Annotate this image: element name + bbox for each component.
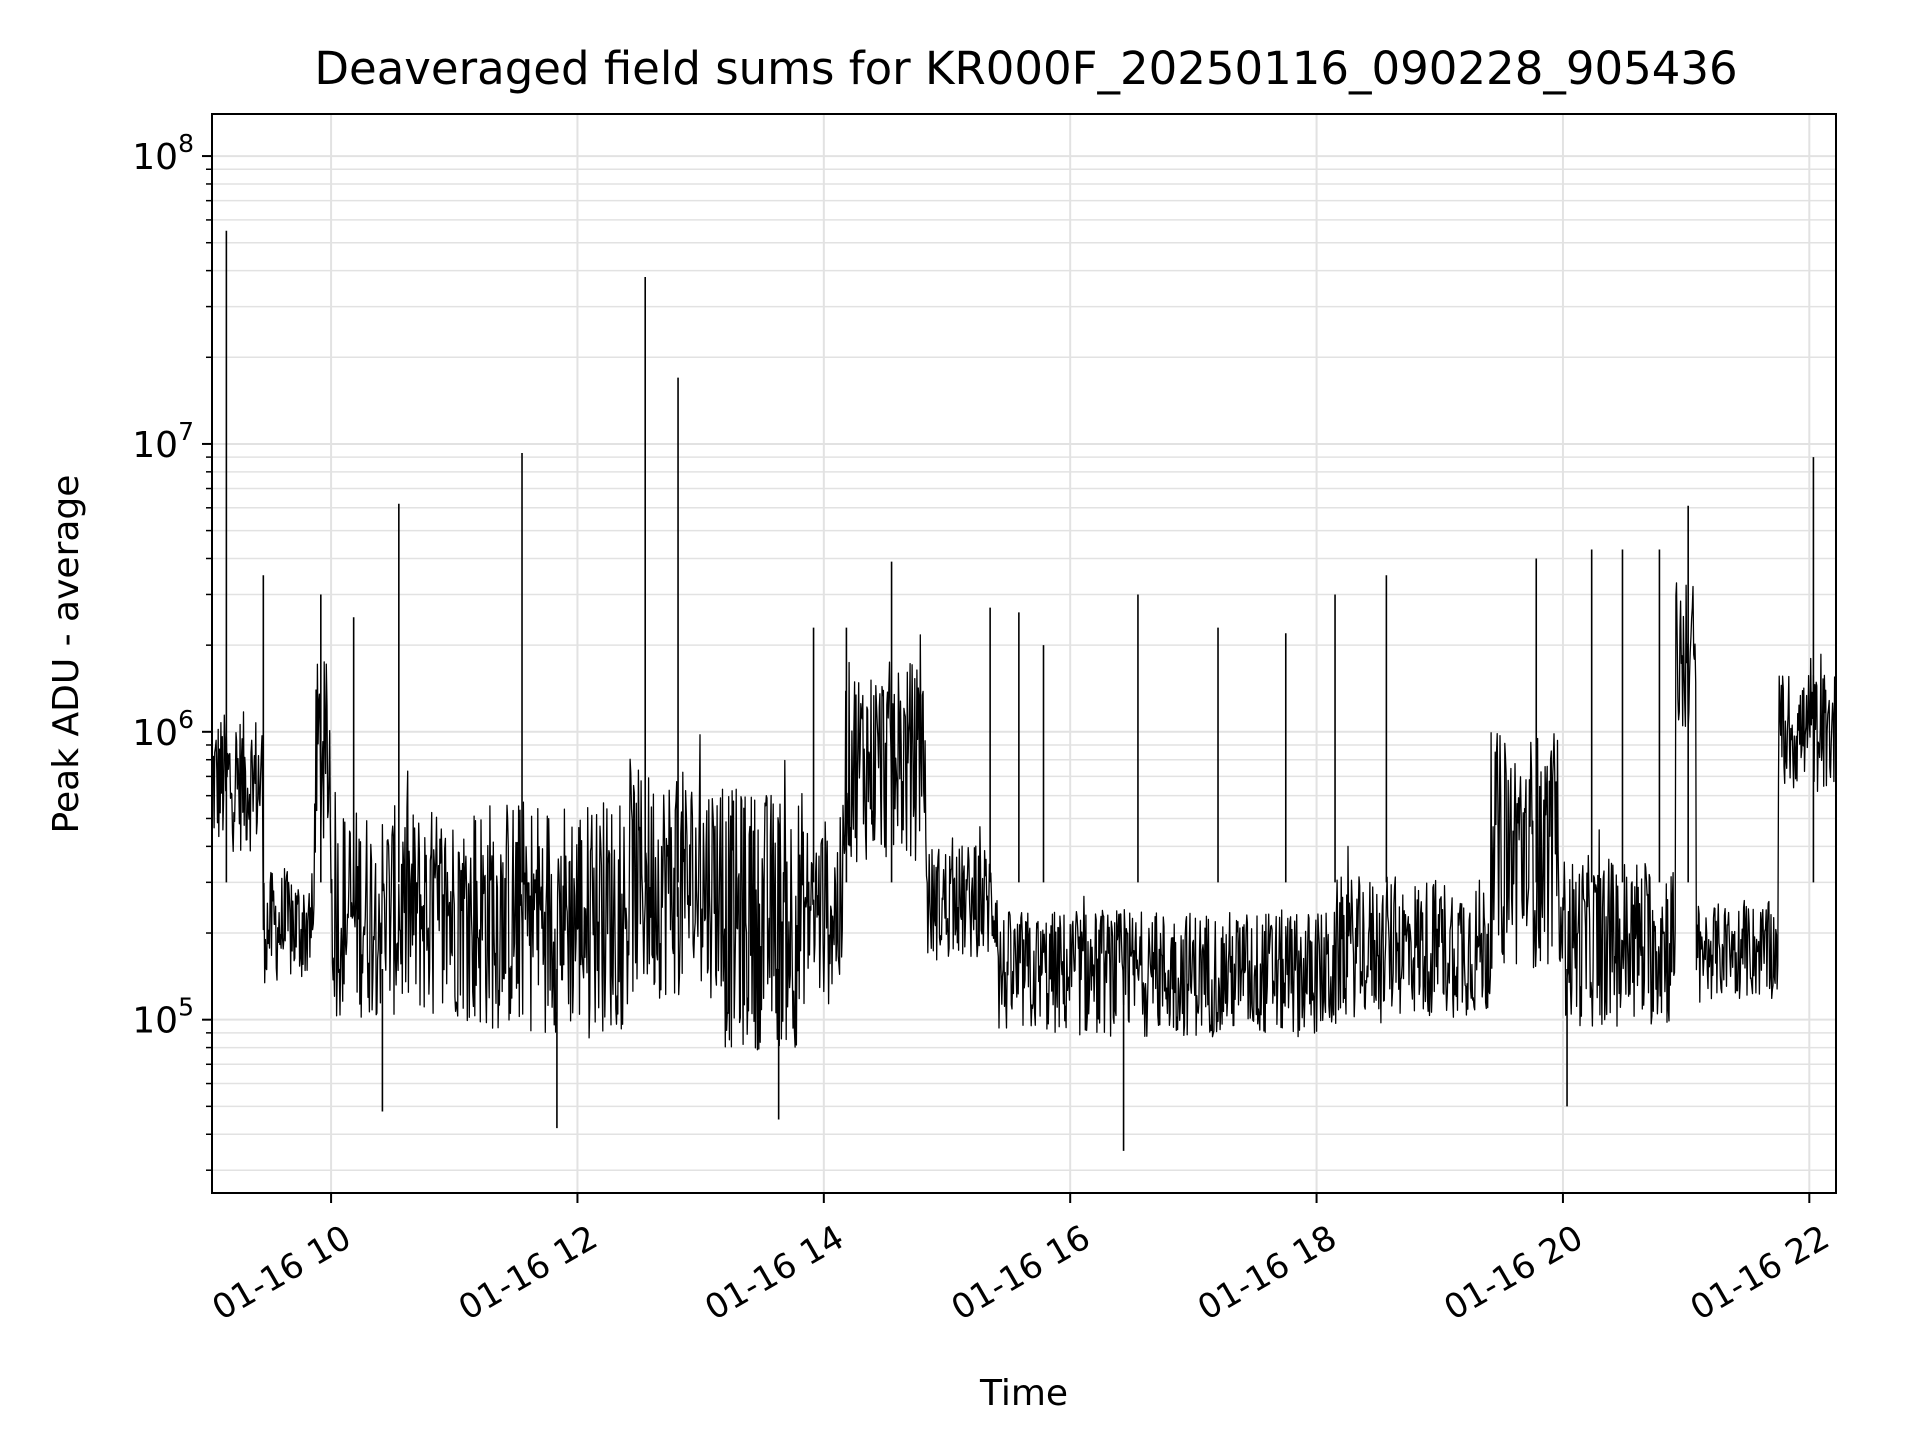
- x-axis-label: Time: [979, 1373, 1068, 1414]
- y-tick-label: 105: [132, 993, 194, 1042]
- plot-area: [211, 113, 1837, 1194]
- dips: [381, 968, 1568, 1151]
- grid: [212, 114, 1836, 1193]
- y-tick-label: 106: [132, 705, 194, 754]
- plot-frame: [211, 113, 1837, 1194]
- y-tick-label: 107: [132, 417, 194, 466]
- y-axis: 105 106 107 108: [132, 129, 212, 1171]
- y-axis-label: Peak ADU - average: [46, 475, 87, 834]
- chart-title: Deaveraged field sums for KR000F_2025011…: [314, 42, 1737, 95]
- y-tick-label: 108: [132, 129, 194, 178]
- series-line: [211, 582, 1836, 1051]
